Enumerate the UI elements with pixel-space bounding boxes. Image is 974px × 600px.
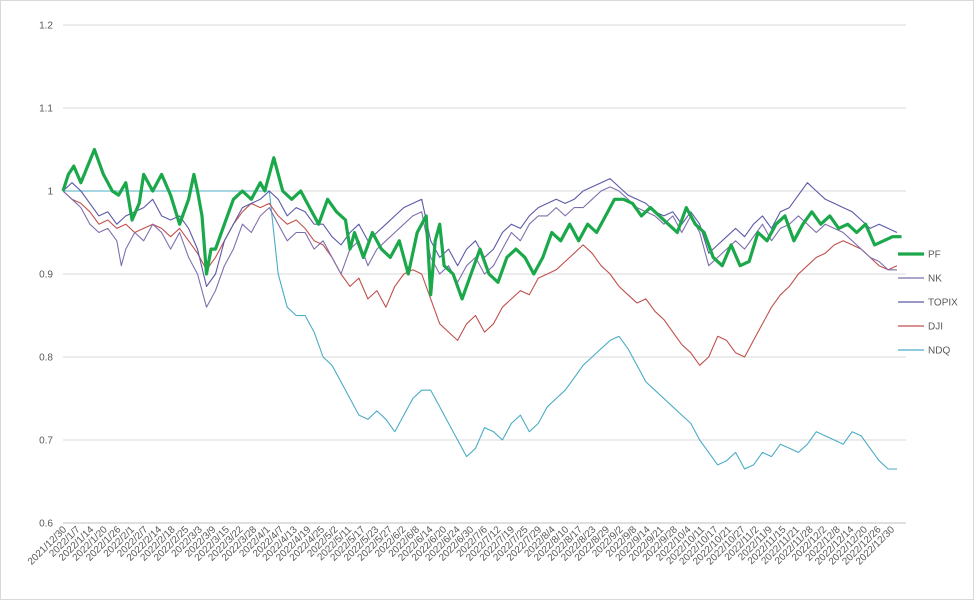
legend-label-ndq: NDQ <box>928 346 950 357</box>
series-line-dji <box>62 190 898 366</box>
y-tick-label: 1.1 <box>39 104 53 115</box>
y-tick-label: 0.9 <box>39 270 53 281</box>
y-tick-label: 0.7 <box>39 436 53 447</box>
series-line-pf <box>61 147 902 301</box>
y-tick-label: 0.8 <box>39 353 53 364</box>
legend-label-nk: NK <box>928 274 942 285</box>
y-tick-label: 1 <box>47 187 53 198</box>
legend-label-dji: DJI <box>928 322 943 333</box>
series-line-ndq <box>63 190 897 470</box>
legend-label-pf: PF <box>928 250 941 261</box>
y-tick-label: 0.6 <box>39 519 53 530</box>
legend-label-topix: TOPIX <box>928 298 958 309</box>
y-tick-label: 1.2 <box>39 21 53 32</box>
